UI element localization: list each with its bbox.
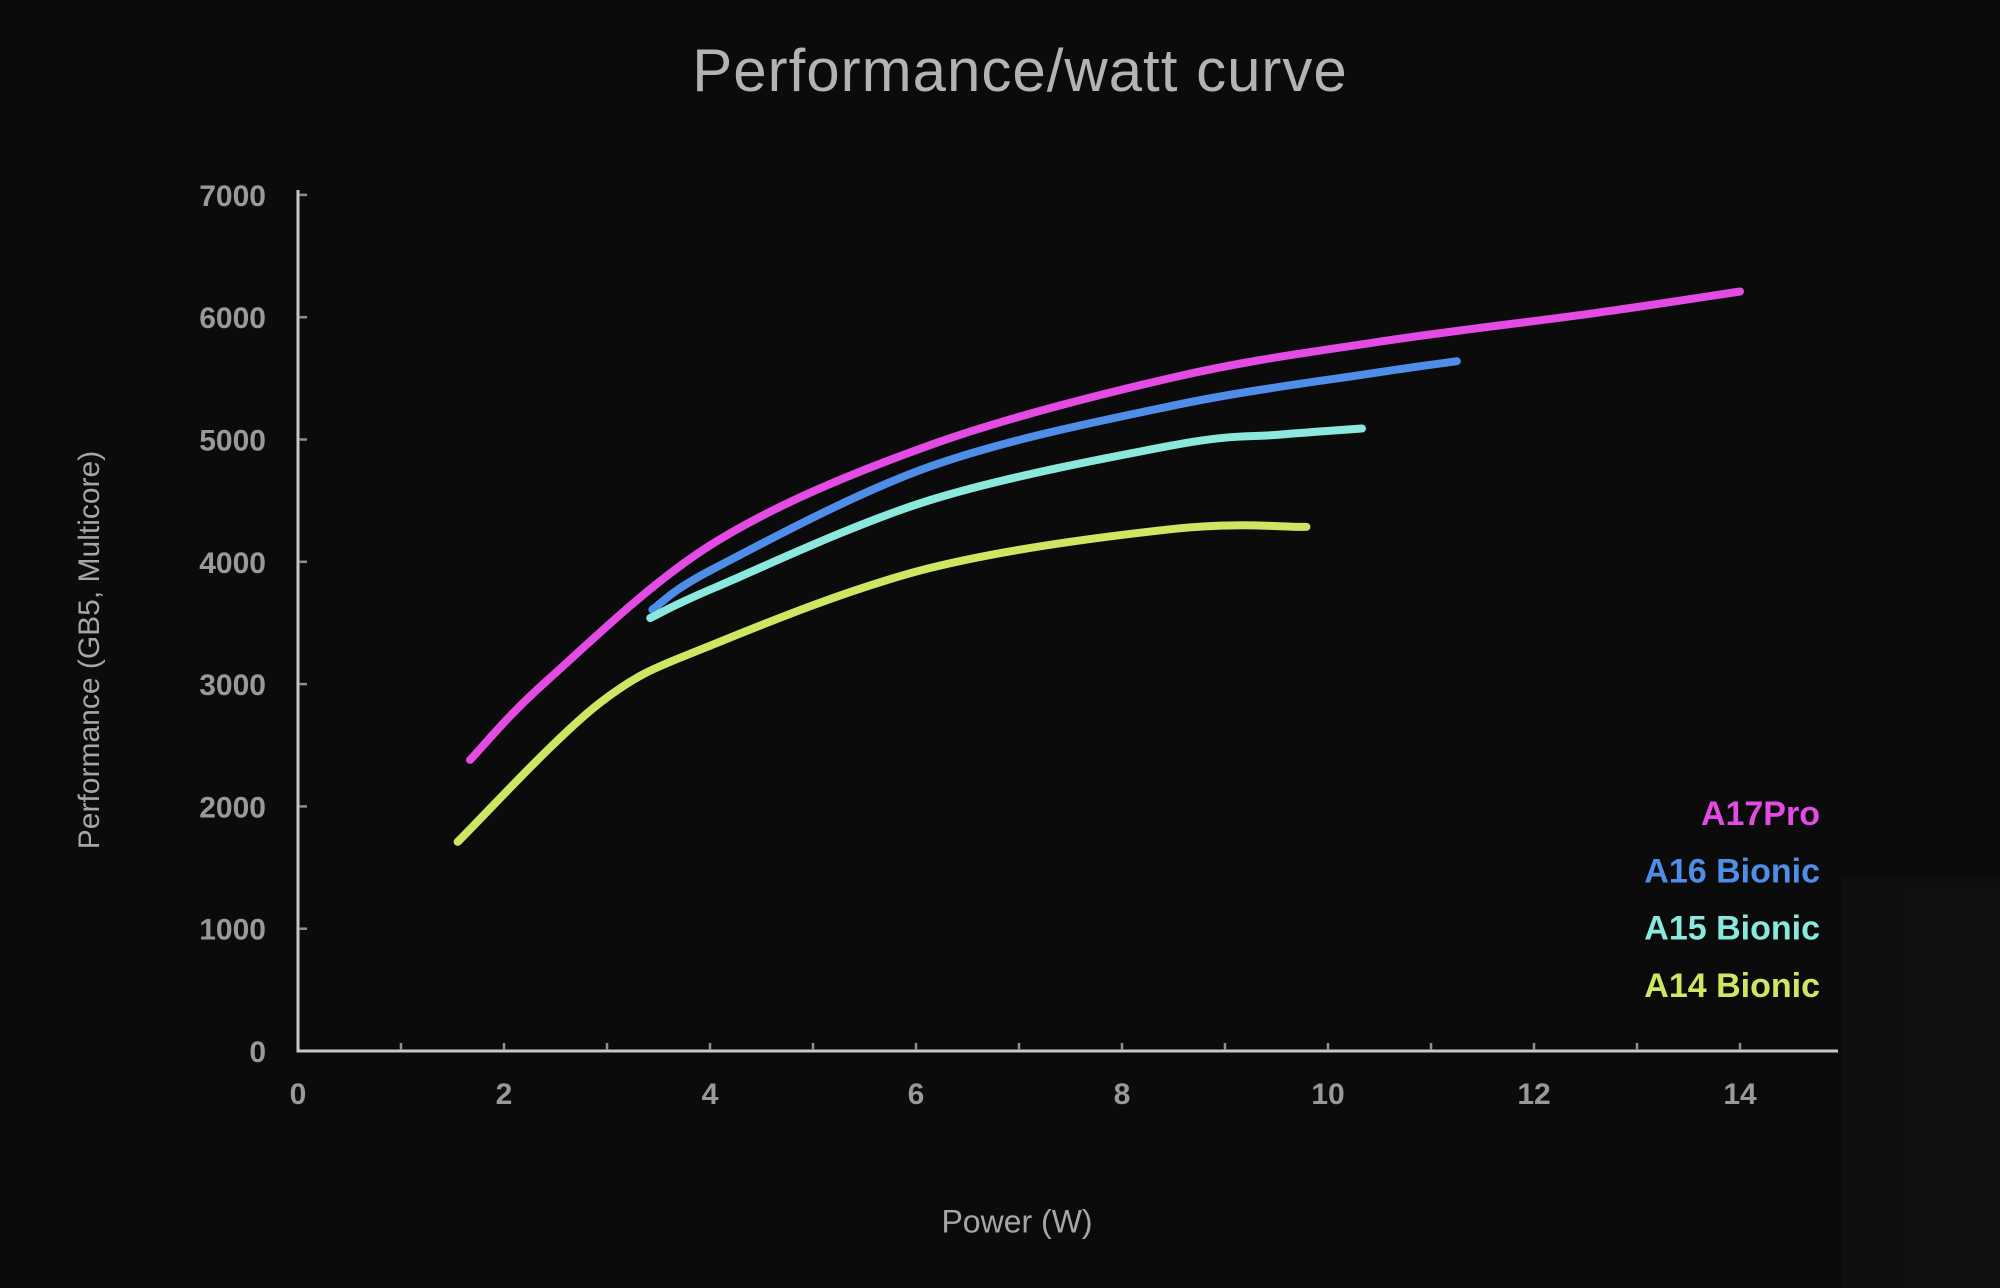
x-tick-label: 2 xyxy=(496,1078,513,1111)
y-tick-label: 6000 xyxy=(199,302,266,335)
legend-label-a15-bionic: A15 Bionic xyxy=(1644,910,1820,948)
legend-label-a14-bionic: A14 Bionic xyxy=(1644,967,1820,1005)
x-tick-label: 10 xyxy=(1311,1078,1344,1111)
curve-a16-bionic xyxy=(648,357,1461,614)
y-tick-label: 0 xyxy=(249,1036,266,1069)
y-tick-label: 7000 xyxy=(199,180,266,213)
curve-a15-bionic xyxy=(646,424,1366,623)
y-tick-label: 1000 xyxy=(199,914,266,947)
x-tick-label: 6 xyxy=(908,1078,925,1111)
legend-label-a17pro: A17Pro xyxy=(1701,795,1820,833)
axes-lines xyxy=(296,190,1838,1053)
x-tick-label: 12 xyxy=(1517,1078,1550,1111)
x-tick-label: 0 xyxy=(290,1078,307,1111)
x-tick-label: 8 xyxy=(1114,1078,1131,1111)
curve-a14-bionic xyxy=(453,521,1311,846)
legend-label-a16-bionic: A16 Bionic xyxy=(1644,852,1820,890)
y-tick-label: 2000 xyxy=(199,791,266,824)
x-tick-label: 4 xyxy=(702,1078,719,1111)
chart-title: Performance/watt curve xyxy=(692,37,1348,104)
y-tick-label: 4000 xyxy=(199,547,266,580)
x-tick-label: 14 xyxy=(1723,1078,1757,1111)
x-axis-title: Power (W) xyxy=(941,1203,1093,1240)
curve-a17pro xyxy=(466,287,1744,764)
y-tick-label: 3000 xyxy=(199,669,266,702)
y-tick-label: 5000 xyxy=(199,425,266,458)
